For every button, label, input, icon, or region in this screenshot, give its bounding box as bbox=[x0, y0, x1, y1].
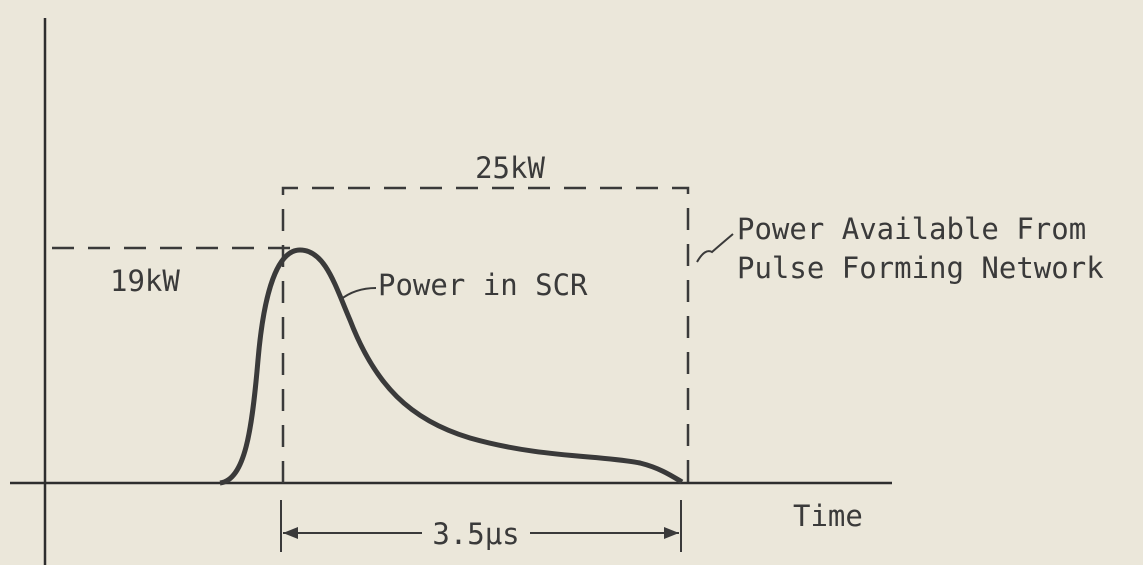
label: Time bbox=[793, 499, 863, 533]
label: Power in SCR bbox=[378, 268, 588, 302]
arrowhead bbox=[664, 527, 679, 539]
label: 19kW bbox=[110, 264, 180, 298]
label: Power Available From bbox=[737, 212, 1086, 246]
label: Pulse Forming Network bbox=[737, 251, 1104, 285]
arrowhead bbox=[283, 527, 298, 539]
available-leader bbox=[696, 233, 734, 263]
label: 3.5μs bbox=[432, 517, 519, 551]
label: 25kW bbox=[475, 151, 545, 185]
available-power-box bbox=[281, 186, 690, 483]
curve-leader bbox=[339, 287, 377, 301]
power-curve bbox=[219, 247, 684, 486]
